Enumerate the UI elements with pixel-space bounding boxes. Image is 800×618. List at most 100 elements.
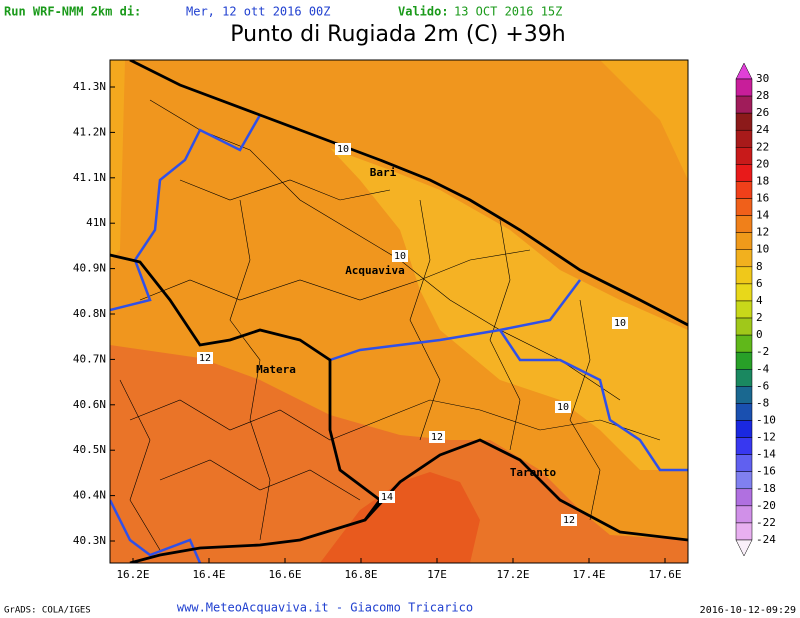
contour-label: 10 <box>394 251 406 262</box>
place-label: Taranto <box>510 466 557 479</box>
colorbar-label: -8 <box>756 396 769 409</box>
colorbar-box <box>735 369 753 387</box>
contour-label: 12 <box>431 432 443 443</box>
lon-tick-label: 16.4E <box>192 568 225 581</box>
colorbar-label: 16 <box>756 192 769 205</box>
colorbar-label: -20 <box>756 499 776 512</box>
colorbar-box <box>735 505 753 524</box>
colorbar-label: 26 <box>756 106 769 119</box>
contour-label: 10 <box>337 144 349 155</box>
colorbar-box <box>735 249 753 268</box>
run-label: Run WRF-NMM 2km di: <box>4 5 141 19</box>
colorbar-box <box>735 164 753 182</box>
colorbar-box <box>735 198 753 216</box>
colorbar-bottom <box>735 539 753 557</box>
colorbar-label: 8 <box>756 260 763 273</box>
lon-tick-label: 17.2E <box>496 568 529 581</box>
colorbar-box <box>735 522 753 541</box>
lat-tick-label: 40.3N <box>73 534 106 547</box>
footer-right: 2016-10-12-09:29 <box>700 605 796 616</box>
colorbar-label: 28 <box>756 89 769 102</box>
contour-label: 12 <box>563 515 575 526</box>
colorbar-label: 18 <box>756 174 769 187</box>
colorbar-box <box>735 317 753 336</box>
colorbar-label: 4 <box>756 294 763 307</box>
fill-light <box>110 60 125 260</box>
contour-label: 10 <box>557 402 569 413</box>
colorbar-box <box>735 454 753 472</box>
colorbar-box <box>735 215 753 233</box>
colorbar-label: 10 <box>756 243 769 256</box>
lat-tick-label: 40.8N <box>73 307 106 320</box>
region-borders <box>110 114 688 563</box>
lon-tick-label: 17.6E <box>648 568 681 581</box>
colorbar-box <box>735 283 753 302</box>
contour-label-box <box>197 352 213 364</box>
colorbar-box <box>735 112 753 131</box>
colorbar-box <box>735 266 753 285</box>
lat-tick-label: 41N <box>86 216 106 229</box>
lon-tick-label: 17E <box>427 568 447 581</box>
contour-label-box <box>392 250 408 262</box>
colorbar-label: -2 <box>756 345 769 358</box>
contour-label: 10 <box>614 318 626 329</box>
place-label: Bari <box>370 166 397 179</box>
colorbar-label: 20 <box>756 157 769 170</box>
colorbar-box <box>735 471 753 490</box>
contour-label: 14 <box>381 492 393 503</box>
lat-tick-label: 41.2N <box>73 125 106 138</box>
municipal-borders <box>119 99 661 551</box>
colorbar-label: -16 <box>756 465 776 478</box>
contour-label-box <box>335 143 351 155</box>
colorbar-label: -18 <box>756 482 776 495</box>
lon-tick-label: 17.4E <box>572 568 605 581</box>
run-date: Mer, 12 ott 2016 00Z <box>186 5 331 19</box>
colorbar-label: 0 <box>756 328 763 341</box>
colorbar-label: 22 <box>756 140 769 153</box>
colorbar-label: -12 <box>756 431 776 444</box>
valid-label: Valido: <box>398 5 449 19</box>
colorbar-box <box>735 437 753 455</box>
colorbar-label: 12 <box>756 226 769 239</box>
lat-tick-label: 41.1N <box>73 171 106 184</box>
colorbar-box <box>735 129 753 148</box>
fill-12-14 <box>110 345 688 563</box>
title: Punto di Rugiada 2m (C) +39h <box>230 22 565 47</box>
contour-label: 12 <box>199 353 211 364</box>
place-label: Acquaviva <box>345 264 405 277</box>
colorbar-box <box>735 420 753 438</box>
colorbar-label: 6 <box>756 277 763 290</box>
colorbar-label: -10 <box>756 413 776 426</box>
colorbar-label: -6 <box>756 379 769 392</box>
colorbar-top <box>735 62 753 80</box>
colorbar-label: -14 <box>756 448 776 461</box>
footer-left: GrADS: COLA/IGES <box>4 606 91 616</box>
colorbar-box <box>735 403 753 421</box>
place-label: Matera <box>256 363 296 376</box>
colorbar-box <box>735 386 753 404</box>
contour-label-box <box>429 431 445 443</box>
colorbar-box <box>735 351 753 370</box>
lat-tick-label: 40.4N <box>73 489 106 502</box>
colorbar-label: -24 <box>756 533 776 546</box>
lat-tick-label: 41.3N <box>73 80 106 93</box>
contour-label-box <box>561 514 577 526</box>
lon-tick-label: 16.2E <box>116 568 149 581</box>
colorbar-label: -22 <box>756 516 776 529</box>
map <box>109 59 689 564</box>
colorbar-label: 2 <box>756 311 763 324</box>
colorbar-box <box>735 232 753 250</box>
lat-tick-label: 40.6N <box>73 398 106 411</box>
lat-tick-label: 40.9N <box>73 262 106 275</box>
colorbar-label: 14 <box>756 209 770 222</box>
fill-8-10 <box>330 148 688 470</box>
map-frame <box>109 59 689 564</box>
colorbar-box <box>735 147 753 165</box>
contour-label-box <box>612 317 628 329</box>
colorbar-label: -4 <box>756 362 770 375</box>
footer-center: www.MeteoAcquaviva.it - Giacomo Tricaric… <box>177 601 473 615</box>
colorbar-box <box>735 300 753 319</box>
lon-tick-label: 16.6E <box>268 568 301 581</box>
fill-light <box>600 60 688 180</box>
